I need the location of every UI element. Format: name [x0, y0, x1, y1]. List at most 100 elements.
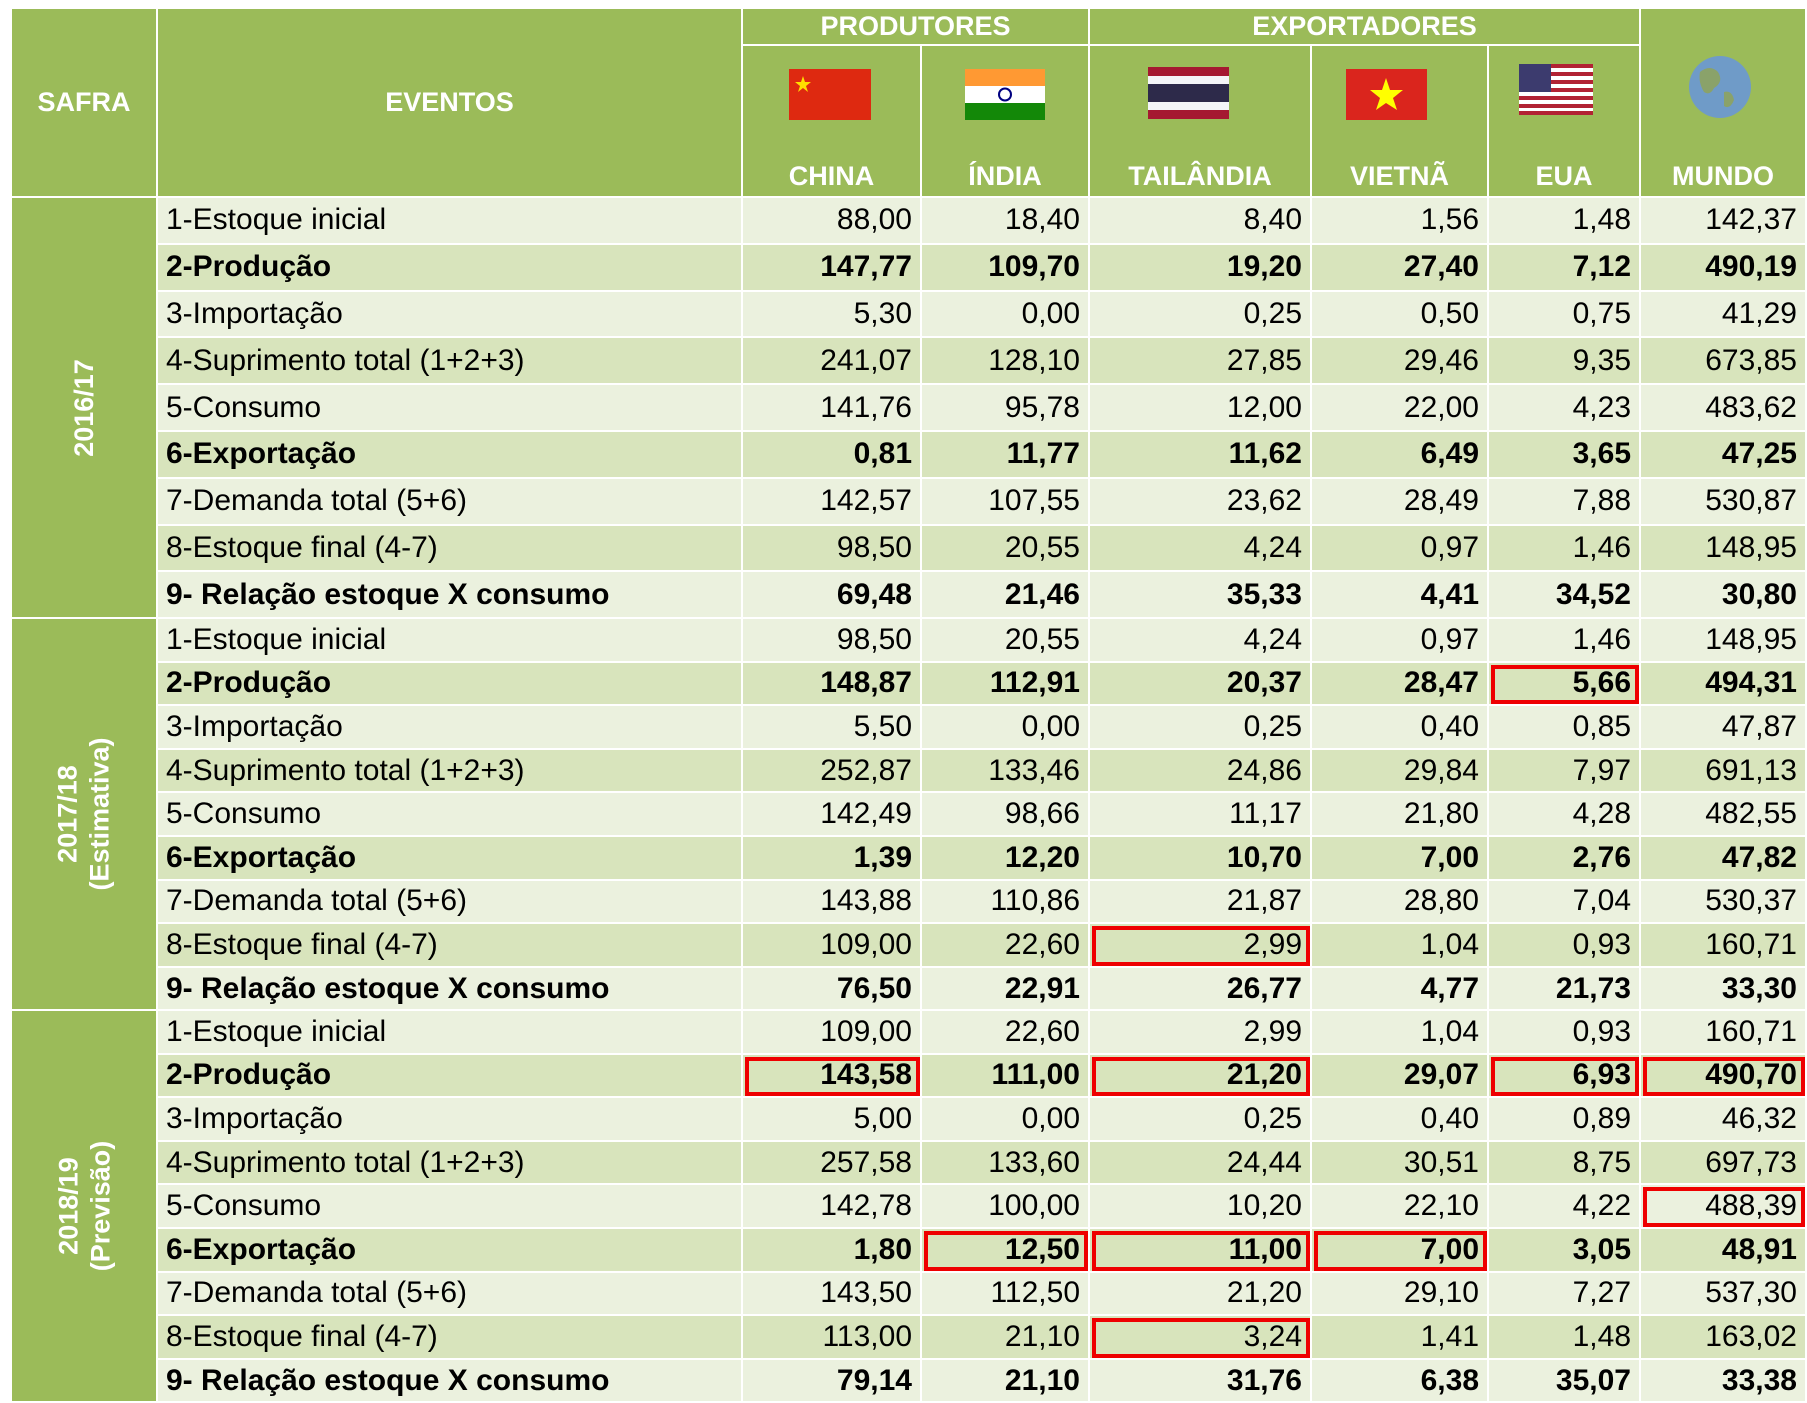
value-cell: 7,00 — [1312, 837, 1489, 881]
value-cell: 0,93 — [1489, 1011, 1641, 1055]
value-cell: 163,02 — [1641, 1316, 1807, 1360]
group-header: EXPORTADORES — [1090, 9, 1641, 46]
value-cell: 0,97 — [1312, 619, 1489, 663]
value-cell: 22,60 — [922, 1011, 1090, 1055]
value-cell: 6,93 — [1489, 1054, 1641, 1099]
event-label: 6-Exportação — [158, 1229, 743, 1273]
safra-line: 2018/19 — [53, 1157, 83, 1255]
value-cell: 21,73 — [1489, 967, 1641, 1012]
value-cell: 2,76 — [1489, 837, 1641, 881]
value-cell: 21,20 — [1090, 1272, 1312, 1317]
event-label: 4-Suprimento total (1+2+3) — [158, 749, 743, 794]
value-cell: 21,46 — [922, 572, 1090, 620]
value-cell: 148,87 — [743, 662, 922, 707]
value-cell: 148,95 — [1641, 619, 1807, 663]
event-label: 5-Consumo — [158, 1185, 743, 1229]
event-label: 9- Relação estoque X consumo — [158, 1359, 743, 1403]
value-cell: 5,30 — [743, 291, 922, 339]
value-cell: 530,87 — [1641, 478, 1807, 526]
value-cell: 0,75 — [1489, 291, 1641, 339]
safra-text: 2017/18 (Estimativa) — [52, 738, 116, 891]
value-cell: 0,40 — [1312, 706, 1489, 750]
value-cell: 0,00 — [922, 1098, 1090, 1142]
flags — [789, 56, 1751, 120]
value-cell: 0,40 — [1312, 1098, 1489, 1142]
value-cell: 22,91 — [922, 967, 1090, 1012]
value-cell: 79,14 — [743, 1359, 922, 1403]
event-label: 4-Suprimento total (1+2+3) — [158, 1141, 743, 1186]
value-cell: 5,00 — [743, 1098, 922, 1142]
value-cell: 0,81 — [743, 432, 922, 479]
value-cell: 11,00 — [1090, 1229, 1312, 1273]
value-cell: 98,50 — [743, 619, 922, 663]
value-cell: 1,56 — [1312, 198, 1489, 245]
value-cell: 21,10 — [922, 1359, 1090, 1403]
value-cell: 1,04 — [1312, 1011, 1489, 1055]
value-cell: 112,50 — [922, 1272, 1090, 1317]
value-cell: 0,00 — [922, 706, 1090, 750]
value-cell: 69,48 — [743, 572, 922, 620]
value-cell: 1,46 — [1489, 619, 1641, 663]
value-cell: 27,40 — [1312, 244, 1489, 292]
value-cell: 98,50 — [743, 525, 922, 573]
value-cell: 8,40 — [1090, 198, 1312, 245]
value-cell: 160,71 — [1641, 924, 1807, 968]
safra-label: 2018/19 (Previsão) — [12, 1011, 158, 1403]
value-cell: 20,37 — [1090, 662, 1312, 707]
value-cell: 22,10 — [1312, 1185, 1489, 1229]
value-cell: 30,51 — [1312, 1141, 1489, 1186]
value-cell: 5,66 — [1489, 662, 1641, 707]
safra-line: (Previsão) — [85, 1140, 115, 1272]
value-cell: 19,20 — [1090, 244, 1312, 292]
value-cell: 1,46 — [1489, 525, 1641, 573]
value-cell: 47,25 — [1641, 432, 1807, 479]
value-cell: 160,71 — [1641, 1011, 1807, 1055]
value-cell: 0,97 — [1312, 525, 1489, 573]
value-cell: 35,07 — [1489, 1359, 1641, 1403]
value-cell: 148,95 — [1641, 525, 1807, 573]
value-cell: 143,50 — [743, 1272, 922, 1317]
value-cell: 24,86 — [1090, 749, 1312, 794]
value-cell: 530,37 — [1641, 880, 1807, 925]
value-cell: 12,20 — [922, 837, 1090, 881]
safra-text: 2018/19 (Previsão) — [52, 1141, 116, 1272]
event-label: 5-Consumo — [158, 793, 743, 837]
event-label: 2-Produção — [158, 662, 743, 707]
flag-china — [789, 69, 871, 120]
globe-icon — [1689, 56, 1751, 118]
value-cell: 109,00 — [743, 1011, 922, 1055]
value-cell: 110,86 — [922, 880, 1090, 925]
value-cell: 494,31 — [1641, 662, 1807, 707]
value-cell: 109,00 — [743, 924, 922, 968]
value-cell: 4,24 — [1090, 619, 1312, 663]
value-cell: 41,29 — [1641, 291, 1807, 339]
event-label: 8-Estoque final (4-7) — [158, 924, 743, 968]
value-cell: 11,62 — [1090, 432, 1312, 479]
value-cell: 128,10 — [922, 338, 1090, 386]
event-label: 6-Exportação — [158, 432, 743, 479]
value-cell: 142,78 — [743, 1185, 922, 1229]
event-label: 1-Estoque inicial — [158, 1011, 743, 1055]
event-label: 2-Produção — [158, 1054, 743, 1099]
value-cell: 241,07 — [743, 338, 922, 386]
value-cell: 0,85 — [1489, 706, 1641, 750]
value-cell: 109,70 — [922, 244, 1090, 292]
value-cell: 143,58 — [743, 1054, 922, 1099]
value-cell: 11,77 — [922, 432, 1090, 479]
safra-text: 2016/17 — [68, 359, 100, 457]
event-label: 1-Estoque inicial — [158, 619, 743, 663]
value-cell: 21,10 — [922, 1316, 1090, 1360]
value-cell: 47,82 — [1641, 837, 1807, 881]
event-label: 9- Relação estoque X consumo — [158, 572, 743, 620]
event-label: 9- Relação estoque X consumo — [158, 967, 743, 1012]
value-cell: 141,76 — [743, 385, 922, 432]
value-cell: 7,04 — [1489, 880, 1641, 925]
safra-line: 2017/18 — [53, 765, 83, 863]
value-cell: 3,24 — [1090, 1316, 1312, 1360]
value-cell: 33,30 — [1641, 967, 1807, 1012]
value-cell: 0,50 — [1312, 291, 1489, 339]
value-cell: 5,50 — [743, 706, 922, 750]
value-cell: 4,23 — [1489, 385, 1641, 432]
event-label: 8-Estoque final (4-7) — [158, 1316, 743, 1360]
